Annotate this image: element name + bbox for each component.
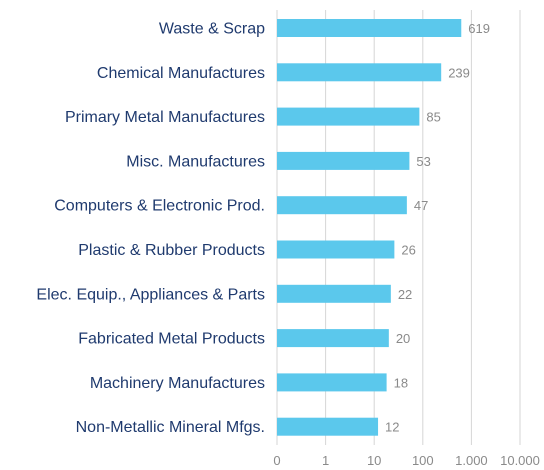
bar [277,284,391,303]
category-labels: Waste & Scrap Chemical Manufactures Primar… [36,21,265,437]
value-label: 26 [401,243,415,258]
bar [277,417,379,436]
value-label: 53 [416,154,430,169]
bar [277,196,407,215]
value-label: 12 [385,420,399,435]
x-tick-label: 10.000 [500,453,540,468]
category-label: Computers & Electronic Prod. [54,198,265,215]
value-label: 20 [396,331,410,346]
category-label: Waste & Scrap [159,21,265,38]
category-label: Chemical Manufactures [97,65,265,82]
x-tick-label: 100 [412,453,434,468]
category-label: Plastic & Rubber Products [78,242,265,259]
category-label: Primary Metal Manufactures [65,109,265,126]
bar [277,373,387,392]
bars [277,19,462,436]
bar [277,240,395,259]
value-label: 18 [394,375,408,390]
bar [277,151,410,170]
x-tick-label: 0 [273,453,280,468]
value-label: 239 [448,65,470,80]
x-tick-label: 10 [367,453,381,468]
value-label: 47 [414,198,428,213]
value-labels: 619 239 85 53 47 26 22 20 18 12 [385,21,490,435]
category-label: Machinery Manufactures [90,375,265,392]
x-tick-label: 1.000 [455,453,488,468]
bar [277,329,389,348]
x-axis-ticks: 0 1 10 100 1.000 10.000 [273,453,540,468]
grid-lines [276,10,521,445]
bar [277,107,420,126]
value-label: 22 [398,287,412,302]
category-label: Fabricated Metal Products [78,331,265,348]
category-label: Misc. Manufactures [126,153,265,170]
category-label: Elec. Equip., Appliances & Parts [36,286,265,303]
value-label: 619 [468,21,490,36]
category-label: Non-Metallic Mineral Mfgs. [76,419,265,436]
bar [277,19,462,37]
x-tick-label: 1 [322,453,329,468]
bar [277,63,442,82]
value-label: 85 [426,110,440,125]
